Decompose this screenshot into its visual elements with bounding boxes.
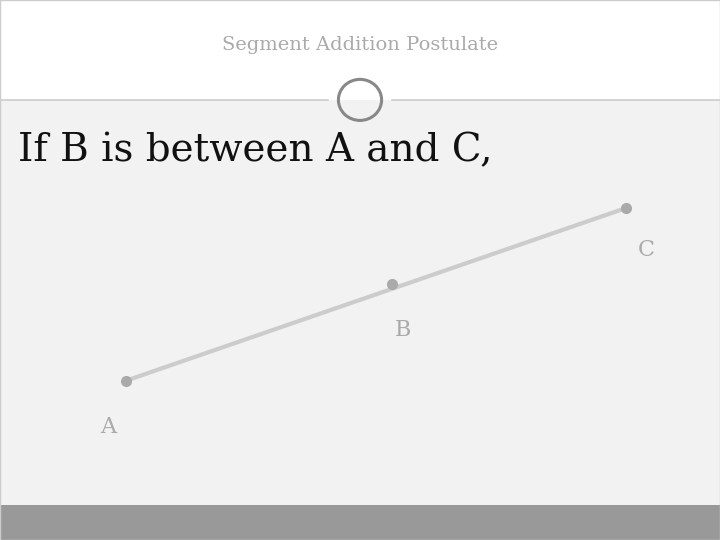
- Bar: [0, 0, 720, 100]
- Bar: [0, 505, 720, 540]
- Bar: [0, 100, 720, 505]
- Text: A: A: [100, 416, 116, 438]
- Text: C: C: [638, 239, 655, 261]
- Text: If B is between A and C,: If B is between A and C,: [18, 132, 492, 170]
- Text: B: B: [395, 319, 411, 341]
- Text: Segment Addition Postulate: Segment Addition Postulate: [222, 36, 498, 54]
